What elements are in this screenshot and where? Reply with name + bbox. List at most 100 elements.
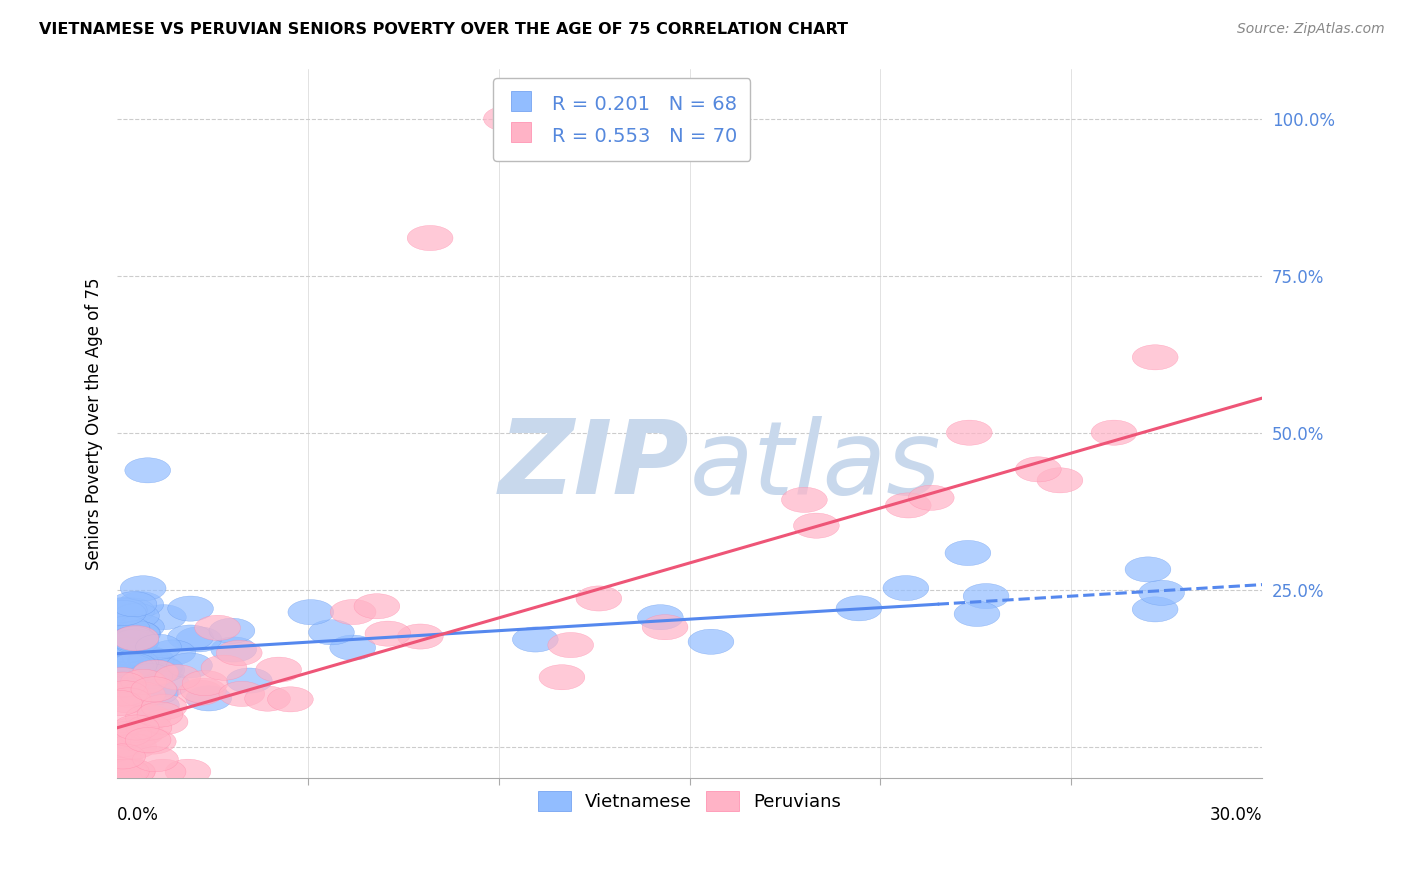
- Ellipse shape: [139, 657, 184, 682]
- Ellipse shape: [1132, 345, 1178, 370]
- Ellipse shape: [104, 759, 149, 784]
- Ellipse shape: [201, 655, 247, 681]
- Ellipse shape: [408, 226, 453, 251]
- Ellipse shape: [110, 718, 156, 743]
- Ellipse shape: [576, 586, 621, 611]
- Ellipse shape: [107, 706, 153, 731]
- Ellipse shape: [118, 721, 165, 746]
- Ellipse shape: [111, 591, 157, 616]
- Ellipse shape: [127, 664, 173, 689]
- Ellipse shape: [112, 629, 159, 654]
- Ellipse shape: [548, 632, 593, 657]
- Ellipse shape: [136, 656, 183, 681]
- Ellipse shape: [946, 420, 993, 445]
- Text: atlas: atlas: [689, 416, 941, 516]
- Ellipse shape: [115, 621, 160, 646]
- Ellipse shape: [883, 575, 929, 600]
- Ellipse shape: [245, 686, 291, 711]
- Ellipse shape: [955, 601, 1000, 626]
- Ellipse shape: [114, 621, 160, 646]
- Ellipse shape: [112, 646, 159, 671]
- Ellipse shape: [115, 650, 162, 676]
- Ellipse shape: [155, 665, 201, 690]
- Ellipse shape: [111, 653, 157, 678]
- Ellipse shape: [1132, 597, 1178, 622]
- Ellipse shape: [398, 624, 443, 649]
- Ellipse shape: [100, 744, 146, 769]
- Ellipse shape: [105, 682, 150, 707]
- Ellipse shape: [837, 596, 882, 621]
- Ellipse shape: [129, 648, 174, 673]
- Ellipse shape: [135, 634, 181, 659]
- Ellipse shape: [120, 682, 166, 707]
- Ellipse shape: [115, 670, 162, 695]
- Ellipse shape: [226, 668, 273, 693]
- Ellipse shape: [945, 541, 991, 566]
- Ellipse shape: [1015, 457, 1062, 482]
- Ellipse shape: [111, 626, 156, 651]
- Text: 30.0%: 30.0%: [1209, 806, 1263, 824]
- Ellipse shape: [100, 600, 146, 625]
- Ellipse shape: [112, 625, 159, 651]
- Ellipse shape: [122, 645, 169, 670]
- Ellipse shape: [114, 714, 159, 740]
- Ellipse shape: [112, 649, 159, 675]
- Ellipse shape: [637, 605, 683, 630]
- Ellipse shape: [136, 702, 183, 727]
- Ellipse shape: [108, 654, 153, 679]
- Ellipse shape: [131, 677, 177, 702]
- Ellipse shape: [643, 615, 688, 640]
- Ellipse shape: [110, 759, 156, 784]
- Ellipse shape: [167, 625, 214, 650]
- Ellipse shape: [101, 598, 148, 623]
- Ellipse shape: [141, 695, 187, 720]
- Y-axis label: Seniors Poverty Over the Age of 75: Seniors Poverty Over the Age of 75: [86, 277, 103, 569]
- Ellipse shape: [267, 687, 314, 712]
- Ellipse shape: [100, 672, 146, 698]
- Ellipse shape: [98, 732, 143, 757]
- Ellipse shape: [131, 729, 176, 754]
- Ellipse shape: [1139, 581, 1184, 606]
- Ellipse shape: [108, 630, 155, 655]
- Ellipse shape: [111, 725, 156, 750]
- Ellipse shape: [118, 591, 163, 616]
- Ellipse shape: [125, 458, 170, 483]
- Ellipse shape: [177, 681, 224, 706]
- Ellipse shape: [110, 759, 155, 784]
- Ellipse shape: [141, 605, 187, 630]
- Ellipse shape: [167, 596, 214, 621]
- Ellipse shape: [142, 709, 188, 734]
- Ellipse shape: [186, 686, 232, 711]
- Ellipse shape: [127, 715, 172, 740]
- Text: ZIP: ZIP: [499, 416, 689, 516]
- Text: 0.0%: 0.0%: [117, 806, 159, 824]
- Ellipse shape: [97, 690, 142, 715]
- Ellipse shape: [366, 621, 411, 646]
- Ellipse shape: [176, 627, 222, 652]
- Ellipse shape: [125, 705, 172, 730]
- Ellipse shape: [103, 622, 148, 648]
- Ellipse shape: [1091, 420, 1137, 445]
- Ellipse shape: [108, 640, 155, 665]
- Ellipse shape: [908, 485, 955, 510]
- Text: Source: ZipAtlas.com: Source: ZipAtlas.com: [1237, 22, 1385, 37]
- Ellipse shape: [330, 599, 375, 624]
- Ellipse shape: [963, 583, 1010, 608]
- Ellipse shape: [105, 721, 152, 747]
- Ellipse shape: [141, 759, 186, 784]
- Ellipse shape: [1038, 467, 1083, 493]
- Ellipse shape: [101, 599, 148, 624]
- Ellipse shape: [108, 624, 155, 650]
- Ellipse shape: [97, 747, 142, 772]
- Ellipse shape: [96, 620, 141, 646]
- Ellipse shape: [103, 681, 148, 706]
- Ellipse shape: [211, 637, 256, 662]
- Ellipse shape: [793, 513, 839, 538]
- Ellipse shape: [194, 615, 240, 640]
- Ellipse shape: [121, 575, 166, 601]
- Ellipse shape: [108, 598, 155, 623]
- Ellipse shape: [132, 660, 179, 685]
- Ellipse shape: [114, 603, 159, 629]
- Ellipse shape: [97, 644, 142, 669]
- Ellipse shape: [688, 629, 734, 655]
